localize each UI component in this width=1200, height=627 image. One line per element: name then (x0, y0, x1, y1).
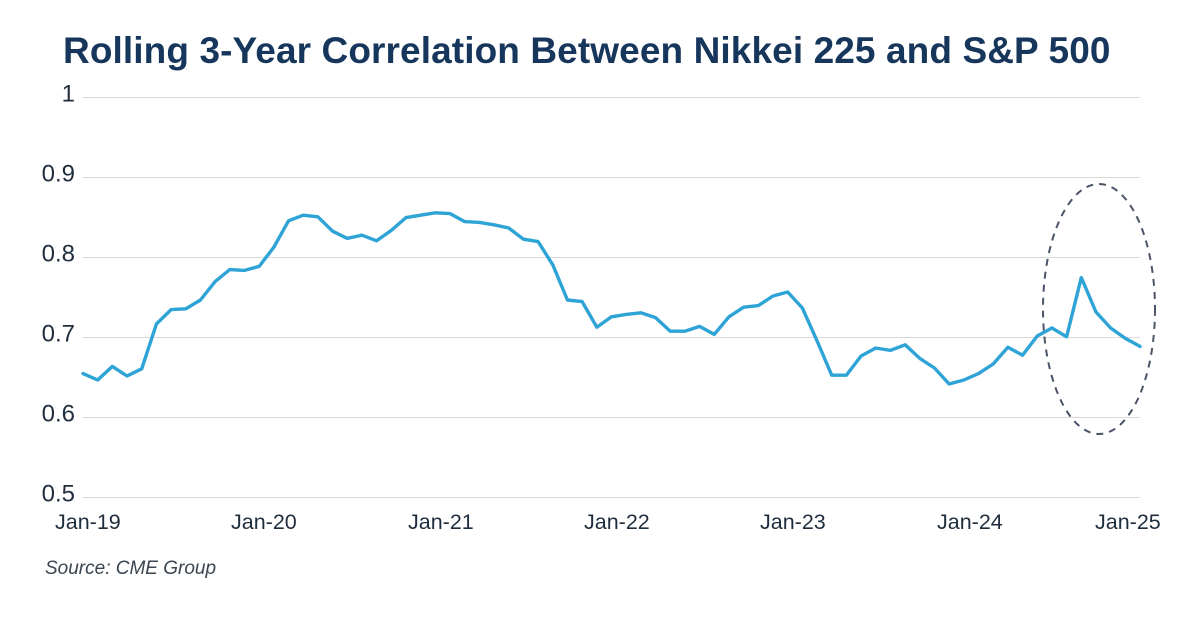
svg-text:1: 1 (62, 81, 75, 108)
svg-text:Jan-20: Jan-20 (231, 510, 297, 534)
svg-text:0.8: 0.8 (42, 241, 75, 268)
svg-text:0.7: 0.7 (42, 321, 75, 348)
svg-text:Jan-21: Jan-21 (408, 510, 474, 534)
svg-text:0.5: 0.5 (42, 481, 75, 508)
svg-text:0.9: 0.9 (42, 161, 75, 188)
svg-text:Jan-19: Jan-19 (55, 510, 121, 534)
svg-text:0.6: 0.6 (42, 401, 75, 428)
svg-text:Jan-22: Jan-22 (584, 510, 650, 534)
svg-text:Jan-23: Jan-23 (760, 510, 826, 534)
svg-text:Jan-25: Jan-25 (1095, 510, 1161, 534)
svg-text:Jan-24: Jan-24 (937, 510, 1003, 534)
